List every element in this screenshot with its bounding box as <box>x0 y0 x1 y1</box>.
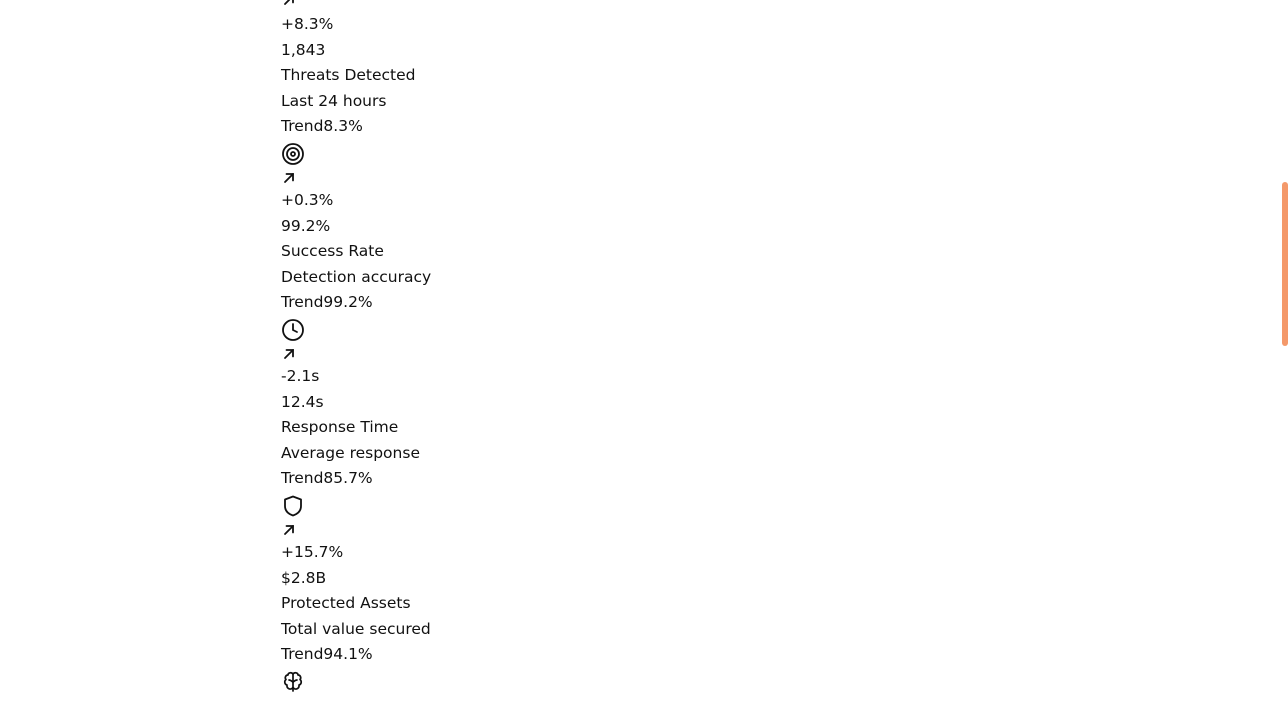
metric-change: -2.1s <box>281 366 320 385</box>
trend-value: 94.1% <box>323 645 373 664</box>
metric-icon-row <box>281 668 681 696</box>
metric-trend: Trend85.7% <box>281 466 681 492</box>
metric-sublabel: Average response <box>281 443 420 462</box>
metric-card: +0.3% 99.2% Success Rate Detection accur… <box>281 140 681 316</box>
trend-value: 85.7% <box>323 469 373 488</box>
brain-icon <box>281 670 305 694</box>
metric-value: 99.2% <box>281 216 331 235</box>
metric-trend: Trend99.2% <box>281 290 681 316</box>
metric-card <box>281 668 681 696</box>
metric-card: +8.3% 1,843 Threats Detected Last 24 hou… <box>281 0 681 140</box>
metric-card: +15.7% $2.8B Protected Assets Total valu… <box>281 492 681 668</box>
metric-sublabel: Detection accuracy <box>281 267 432 286</box>
trend-arrow <box>281 168 681 188</box>
scrollbar-track[interactable] <box>1282 0 1288 712</box>
metric-change: +0.3% <box>281 190 334 209</box>
arrow-up-right-icon <box>281 346 297 362</box>
scrollbar-thumb[interactable] <box>1282 182 1288 346</box>
metric-change: +15.7% <box>281 542 344 561</box>
arrow-up-right-icon <box>281 170 297 186</box>
metric-sublabel: Last 24 hours <box>281 91 387 110</box>
target-icon <box>281 142 305 166</box>
clock-icon <box>281 318 305 342</box>
metric-label: Protected Assets <box>281 594 411 613</box>
trend-value: 99.2% <box>323 293 373 312</box>
metric-card: -2.1s 12.4s Response Time Average respon… <box>281 316 681 492</box>
metric-label: Threats Detected <box>281 66 416 85</box>
trend-label: Trend <box>281 117 324 136</box>
metric-value: 1,843 <box>281 40 326 59</box>
trend-label: Trend <box>281 469 324 488</box>
metric-icon-row <box>281 492 681 520</box>
metric-change: +8.3% <box>281 15 334 33</box>
trend-arrow <box>281 520 681 540</box>
trend-arrow <box>281 344 681 364</box>
metric-trend: Trend94.1% <box>281 642 681 668</box>
metric-trend: Trend8.3% <box>281 114 681 140</box>
arrow-up-right-icon <box>281 522 297 538</box>
metric-sublabel: Total value secured <box>281 619 431 638</box>
metric-value: 12.4s <box>281 392 324 411</box>
metric-icon-row <box>281 140 681 168</box>
metrics-list: +8.3% 1,843 Threats Detected Last 24 hou… <box>281 0 681 696</box>
metric-icon-row <box>281 316 681 344</box>
metric-label: Response Time <box>281 418 399 437</box>
trend-value: 8.3% <box>323 117 363 136</box>
arrow-up-right-icon <box>281 0 297 8</box>
trend-arrow <box>281 0 681 12</box>
trend-label: Trend <box>281 645 324 664</box>
metric-value: $2.8B <box>281 568 327 587</box>
metric-label: Success Rate <box>281 242 384 261</box>
shield-icon <box>281 494 305 518</box>
trend-label: Trend <box>281 293 324 312</box>
